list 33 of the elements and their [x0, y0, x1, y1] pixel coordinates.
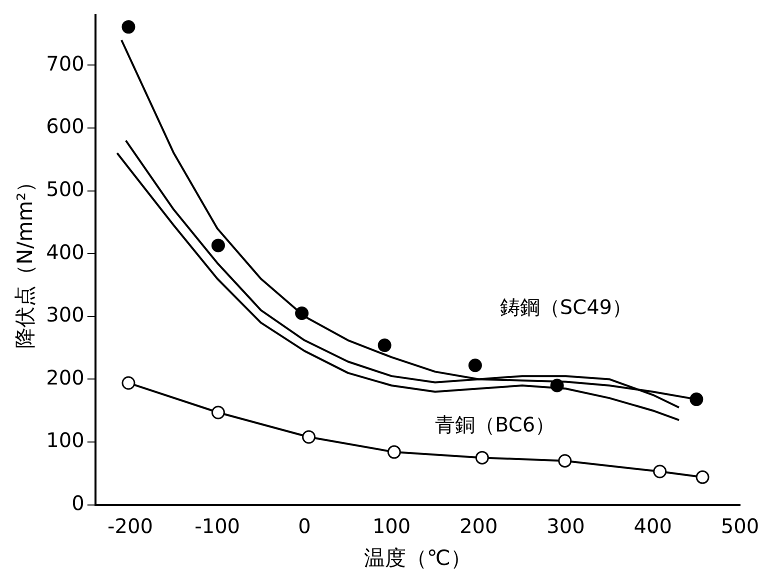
annotation: 青銅（BC6）	[435, 412, 556, 437]
point	[211, 406, 225, 420]
x-tick-label: -100	[194, 514, 240, 538]
x-tick-label: -200	[108, 514, 153, 538]
y-axis-title: 降伏点（N/mm²）	[13, 171, 38, 348]
point	[122, 376, 136, 390]
y-tick-label: 400	[46, 240, 84, 264]
point	[302, 430, 316, 444]
y-tick-label: 500	[46, 177, 84, 202]
point	[387, 445, 401, 459]
point	[122, 20, 136, 34]
point	[378, 338, 392, 352]
point	[211, 238, 225, 252]
point	[468, 358, 482, 372]
x-tick-label: 300	[546, 514, 585, 538]
x-tick-label: 0	[298, 514, 311, 538]
y-tick-label: 300	[46, 302, 84, 327]
point	[558, 454, 572, 468]
y-tick-label: 100	[46, 428, 84, 452]
x-tick-label: 400	[634, 514, 672, 538]
point	[653, 464, 667, 478]
x-tick-label: 100	[372, 514, 411, 538]
x-tick-label: 200	[460, 514, 498, 538]
x-tick-label: 500	[720, 514, 760, 538]
y-tick-label: 700	[46, 51, 84, 76]
x-axis-title: 温度（℃）	[364, 546, 472, 570]
annotation: 鋳鋼（SC49）	[500, 295, 632, 320]
point	[475, 450, 489, 464]
y-tick-label: 600	[46, 114, 84, 138]
y-tick-label: 200	[46, 365, 84, 390]
point	[696, 470, 710, 484]
y-tick-label: 0	[72, 491, 84, 516]
point	[690, 392, 704, 406]
